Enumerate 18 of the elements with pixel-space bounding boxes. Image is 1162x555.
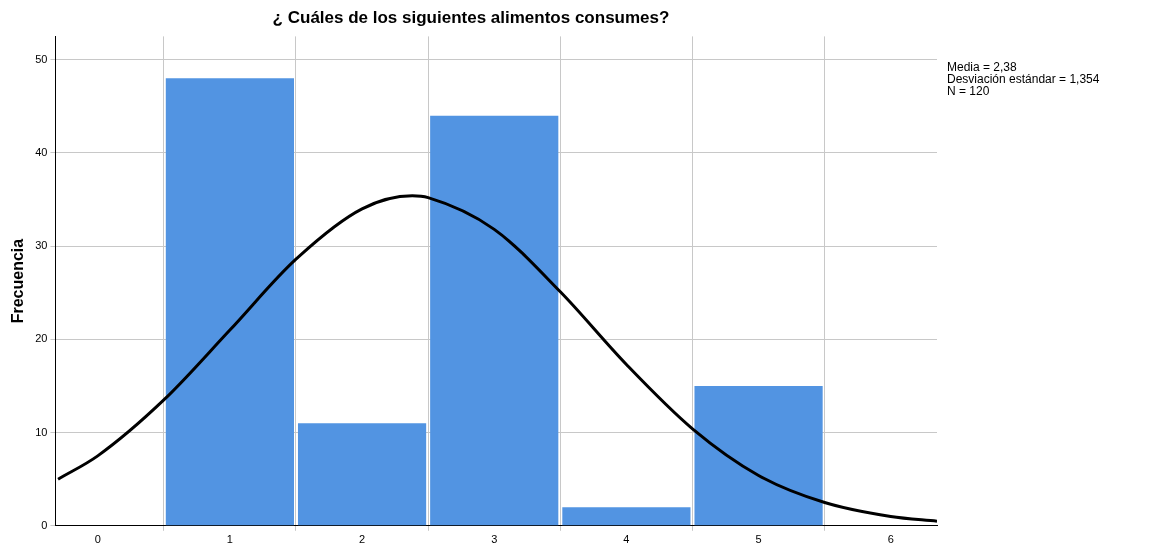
x-tick-label: 1 (226, 533, 233, 546)
x-tick-label: 3 (491, 533, 498, 546)
y-tick-label: 40 (35, 145, 48, 158)
text: Media = 2,38 (947, 59, 1018, 74)
text: N = 120 (947, 83, 990, 98)
x-tick-label: 4 (623, 533, 630, 546)
x-tick-label: 6 (887, 533, 894, 546)
x-tick-label: 2 (359, 533, 366, 546)
y-axis-title: Frecuencia (9, 238, 27, 324)
chart-title: ¿ Cuáles de los siguientes alimentos consumes? (272, 7, 670, 27)
x-tick-label: 5 (755, 533, 762, 546)
y-tick-label: 30 (35, 239, 48, 252)
y-tick-label: 20 (35, 332, 48, 345)
y-tick-label: 10 (35, 425, 48, 438)
y-tick-label: 0 (41, 518, 48, 531)
y-tick-label: 50 (35, 52, 48, 65)
x-tick-label: 0 (94, 533, 101, 546)
text: Desviación estándar = 1,354 (947, 71, 1100, 86)
